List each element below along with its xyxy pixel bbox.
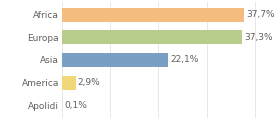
- Text: 0,1%: 0,1%: [64, 101, 87, 110]
- Bar: [62, 76, 76, 90]
- Text: 22,1%: 22,1%: [171, 55, 199, 64]
- Bar: [62, 30, 242, 44]
- Text: 2,9%: 2,9%: [78, 78, 100, 87]
- Bar: [62, 53, 169, 67]
- Text: 37,7%: 37,7%: [246, 10, 274, 19]
- Bar: [62, 8, 244, 22]
- Text: 37,3%: 37,3%: [244, 33, 272, 42]
